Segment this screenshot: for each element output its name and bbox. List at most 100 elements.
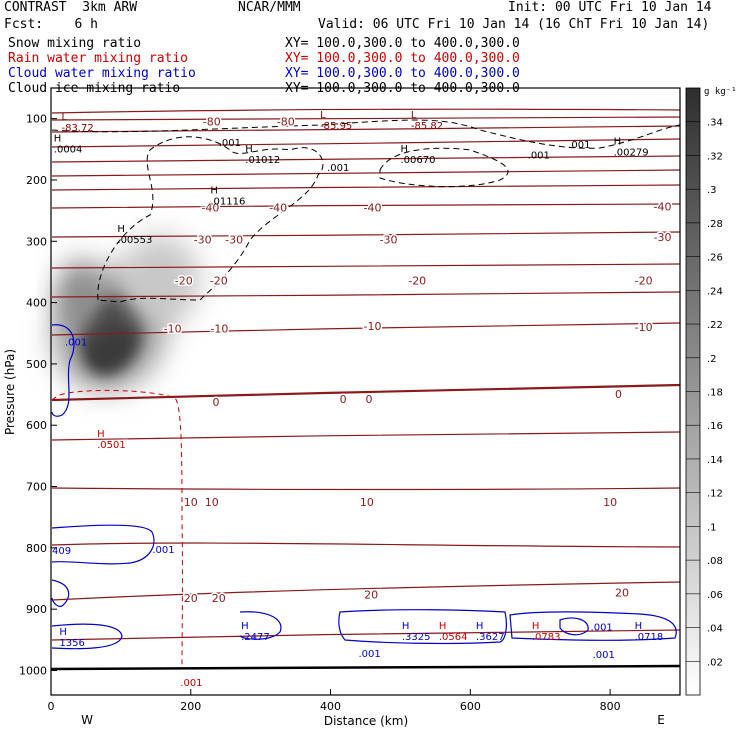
extremum-value: .2477 xyxy=(241,632,270,643)
snow-shading xyxy=(53,235,200,391)
extremum-marker: H xyxy=(241,621,249,632)
extremum-marker: L xyxy=(61,112,67,123)
temperature-contour-label: 10 xyxy=(184,496,198,509)
y-tick-label: 500 xyxy=(26,358,47,371)
field-snow-name: Snow mixing ratio xyxy=(8,36,142,51)
extremum-value: -83.72 xyxy=(61,123,93,134)
colorbar-tick-label: .26 xyxy=(707,253,723,264)
extremum-marker: H xyxy=(117,224,125,235)
temperature-contour-label: -40 xyxy=(269,202,287,215)
west-endpoint-label: W xyxy=(81,713,93,727)
colorbar-unit: g kg⁻¹ xyxy=(704,87,737,97)
extremum-value: .0718 xyxy=(635,632,664,643)
east-endpoint-label: E xyxy=(657,713,665,727)
extremum-marker: H xyxy=(97,429,105,440)
colorbar-tick-label: .02 xyxy=(707,657,723,668)
contour-value-label: .001 xyxy=(568,140,590,151)
colorbar-tick-label: .04 xyxy=(707,624,723,635)
temperature-contour-label: -30 xyxy=(225,233,243,246)
extremum-value: .0783 xyxy=(532,632,561,643)
y-tick-label: 100 xyxy=(26,113,47,126)
temperature-contour-label: -40 xyxy=(364,202,382,215)
x-tick-label: 0 xyxy=(48,700,55,713)
extremum-value: -85.95 xyxy=(320,121,352,132)
field-snow-xy: XY= 100.0,300.0 to 400.0,300.0 xyxy=(285,36,520,51)
temperature-contour-label: 20 xyxy=(212,592,226,605)
cloud-ice-contours xyxy=(51,119,681,303)
colorbar-tick-label: .16 xyxy=(707,421,723,432)
extremum-marker: H xyxy=(400,144,408,155)
contour-value-label: .001 xyxy=(327,163,349,174)
contour-value-label: .001 xyxy=(591,623,613,634)
temperature-contour-label: -10 xyxy=(364,320,382,333)
temperature-contour-label: -30 xyxy=(654,231,672,244)
y-tick-label: 300 xyxy=(26,235,47,248)
extremum-marker: H xyxy=(245,144,253,155)
extremum-marker: H xyxy=(439,621,447,632)
extremum-value: 1356 xyxy=(59,638,84,649)
temperature-contour-label: 0 xyxy=(365,393,372,406)
rain-contours xyxy=(51,389,183,669)
y-tick-label: 400 xyxy=(26,297,47,310)
extremum-marker: H xyxy=(59,627,67,638)
colorbar-tick-label: .14 xyxy=(707,455,723,466)
y-tick-label: 800 xyxy=(26,542,47,555)
extremum-value: -85.82 xyxy=(411,121,443,132)
temperature-contour-label: 0 xyxy=(340,393,347,406)
contour-value-label: .001 xyxy=(359,649,381,660)
contour-value-label: .001 xyxy=(152,545,174,556)
header: CONTRAST 3km ARW NCAR/MMM Init: 00 UTC F… xyxy=(0,0,740,100)
temperature-contour-label: -20 xyxy=(210,275,228,288)
y-tick-label: 1000 xyxy=(19,664,47,677)
extremum-marker: H xyxy=(635,621,643,632)
center-title: NCAR/MMM xyxy=(238,0,301,15)
extremum-value: .01116 xyxy=(210,196,245,207)
extremum-marker: H xyxy=(614,136,622,147)
colorbar-tick-label: .2 xyxy=(707,354,717,365)
colorbar-tick-label: .06 xyxy=(707,590,723,601)
colorbar-tick-label: .18 xyxy=(707,388,723,399)
temperature-contour-label: 10 xyxy=(360,496,374,509)
cloud-water-contours xyxy=(51,324,677,650)
init-time: Init: 00 UTC Fri 10 Jan 14 xyxy=(508,0,712,15)
field-cloudwater-name: Cloud water mixing ratio xyxy=(8,66,196,81)
extremum-value: .3325 xyxy=(402,632,431,643)
x-tick-label: 200 xyxy=(180,700,201,713)
extremum-value: .0564 xyxy=(439,632,468,643)
extremum-value: .00670 xyxy=(400,155,435,166)
colorbar-tick-label: .08 xyxy=(707,556,723,567)
temperature-contour-label: 20 xyxy=(364,588,378,601)
temperature-contour-label: -30 xyxy=(380,233,398,246)
temperature-contour-label: -30 xyxy=(194,233,212,246)
temperature-contours xyxy=(51,108,681,641)
colorbar-tick-label: .28 xyxy=(707,219,723,230)
contour-value-label: .001 xyxy=(528,151,550,162)
colorbar-tick-label: .1 xyxy=(707,522,717,533)
colorbar-tick-label: .32 xyxy=(707,151,723,162)
extremum-value: 409 xyxy=(52,546,71,557)
field-rain-xy: XY= 100.0,300.0 to 400.0,300.0 xyxy=(285,51,520,66)
temperature-contour-label: -40 xyxy=(201,202,219,215)
temperature-contour-label: 10 xyxy=(205,496,219,509)
extremum-marker: H xyxy=(54,133,62,144)
contour-value-label: .001 xyxy=(65,338,87,349)
extremum-marker: H xyxy=(532,621,540,632)
y-tick-label: 600 xyxy=(26,419,47,432)
temperature-contour-label: -40 xyxy=(654,200,672,213)
x-axis-label: Distance (km) xyxy=(324,714,408,728)
temperature-contour-label: 0 xyxy=(615,388,622,401)
y-tick-label: 700 xyxy=(26,481,47,494)
colorbar-tick-label: .24 xyxy=(707,286,723,297)
left-title: CONTRAST 3km ARW xyxy=(4,0,138,15)
x-tick-label: 800 xyxy=(600,700,621,713)
temperature-contour-label: 20 xyxy=(184,592,198,605)
temperature-labels: -80 -80 -40 -40 -40 -40 -30 -30 -30 -30 -20 -20 -20 -… xyxy=(162,114,673,606)
temperature-contour-label: -20 xyxy=(635,275,653,288)
extremum-value: .0501 xyxy=(97,440,126,451)
extremum-marker: H xyxy=(402,621,410,632)
extremum-marker: H xyxy=(476,621,484,632)
extremum-value: .0004 xyxy=(54,144,83,155)
colorbar-tick-label: .22 xyxy=(707,320,723,331)
extremum-marker: L xyxy=(320,110,326,121)
